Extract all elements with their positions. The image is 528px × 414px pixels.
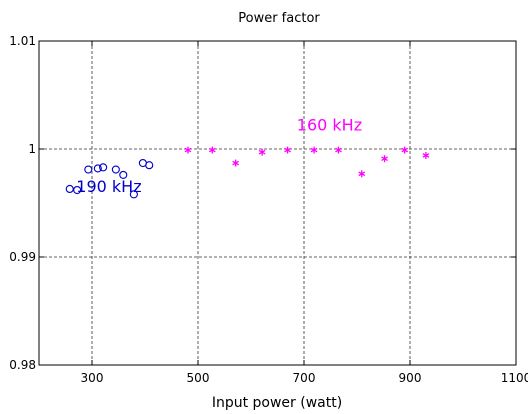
plot-frame [38, 40, 517, 366]
data-point-circle [73, 185, 82, 195]
x-tick-label: 300 [81, 371, 104, 385]
x-tick-label: 900 [399, 371, 422, 385]
data-point-asterisk [208, 146, 216, 154]
data-points [65, 146, 430, 199]
y-tick-label: 1.01 [9, 34, 36, 48]
data-point-circle [93, 164, 102, 173]
data-point-asterisk [422, 151, 430, 159]
data-point-circle [111, 165, 120, 174]
y-tick-label: 0.98 [9, 358, 36, 372]
data-point-asterisk [310, 146, 318, 154]
data-point-asterisk [401, 146, 409, 154]
annotation-label: 160 kHz [297, 116, 362, 135]
x-tick-label: 500 [187, 371, 210, 385]
y-tick-label: 1 [28, 142, 36, 156]
x-tick-label: 700 [293, 371, 316, 385]
y-tick-label: 0.99 [9, 250, 36, 264]
data-point-circle [65, 184, 74, 194]
data-point-circle [119, 170, 128, 179]
x-axis-label: Input power (watt) [212, 395, 342, 411]
data-point-circle [99, 163, 108, 172]
axis-ticks: 300 500 700 900 1100 0.98 0.99 1 1.01 [9, 34, 528, 385]
x-tick-label: 1100 [501, 371, 528, 385]
data-point-asterisk [381, 155, 388, 163]
data-point-asterisk [232, 159, 239, 167]
data-point-circle [129, 190, 138, 199]
data-point-circle [145, 161, 154, 170]
data-point-asterisk [335, 146, 342, 154]
grid-lines [39, 41, 516, 365]
data-point-circle [84, 165, 93, 174]
annotations: 190 kHz 160 kHz [76, 116, 362, 197]
data-point-asterisk [184, 146, 192, 154]
chart-title: Power factor [238, 11, 320, 26]
annotation-label: 190 kHz [76, 177, 141, 196]
data-point-asterisk [358, 170, 366, 178]
data-point-asterisk [258, 148, 266, 156]
data-point-asterisk [284, 146, 291, 154]
